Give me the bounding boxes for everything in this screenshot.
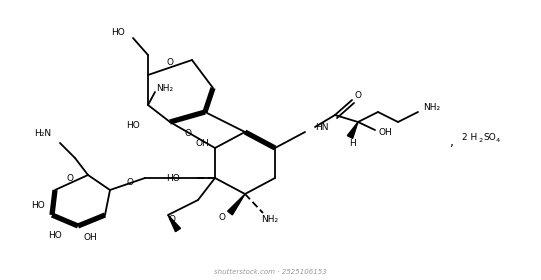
Polygon shape — [168, 215, 181, 232]
Text: HO: HO — [111, 27, 125, 36]
Text: H: H — [348, 139, 355, 148]
Text: NH₂: NH₂ — [156, 83, 174, 92]
Text: ,: , — [450, 136, 454, 148]
Text: O: O — [184, 129, 192, 137]
Text: O: O — [67, 174, 74, 183]
Text: O: O — [127, 178, 134, 186]
Text: 2 H: 2 H — [462, 132, 477, 141]
Text: HO: HO — [48, 230, 62, 239]
Text: O: O — [219, 214, 226, 223]
Text: O: O — [354, 90, 361, 99]
Text: SO: SO — [483, 132, 496, 141]
Text: HO: HO — [126, 120, 140, 130]
Polygon shape — [347, 122, 358, 138]
Text: O: O — [167, 57, 174, 67]
Text: 4: 4 — [496, 137, 500, 143]
Text: H₂N: H₂N — [35, 129, 51, 137]
Text: HN: HN — [315, 123, 328, 132]
Text: HO: HO — [166, 174, 180, 183]
Text: NH₂: NH₂ — [261, 216, 279, 225]
Text: O: O — [168, 216, 175, 225]
Text: shutterstock.com · 2525106153: shutterstock.com · 2525106153 — [214, 269, 326, 275]
Text: HO: HO — [31, 200, 45, 209]
Text: NH₂: NH₂ — [424, 102, 440, 111]
Text: 2: 2 — [478, 137, 482, 143]
Text: OH: OH — [195, 139, 209, 148]
Polygon shape — [228, 194, 245, 215]
Text: OH: OH — [83, 232, 97, 241]
Text: OH: OH — [378, 127, 392, 137]
